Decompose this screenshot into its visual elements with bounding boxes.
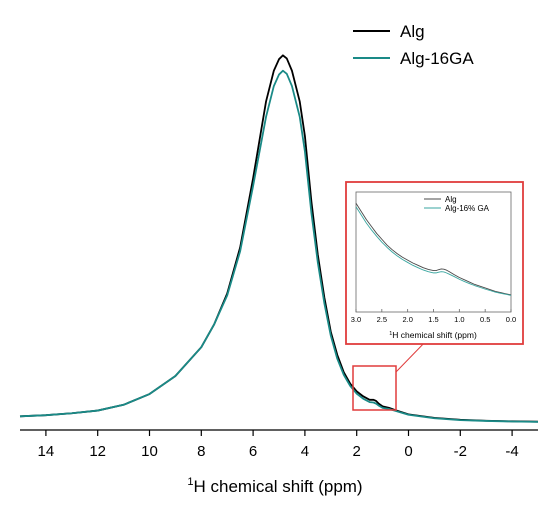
- main-x-tick-label: 4: [301, 443, 309, 460]
- main-x-tick-label: -2: [454, 443, 467, 460]
- main-x-tick-label: 6: [249, 443, 257, 460]
- inset-x-tick-label: 1.5: [428, 315, 438, 324]
- inset-x-tick-label: 3.0: [351, 315, 361, 324]
- inset-series-lines: [355, 203, 512, 296]
- legend-label-alg-16ga: Alg-16GA: [400, 49, 474, 68]
- inset-x-ticks: 3.0 2.5 2.0 1.5 1.0 0.5 0.0: [351, 309, 516, 324]
- zoom-region-box: [352, 365, 397, 411]
- main-x-tick-label: 10: [141, 443, 158, 460]
- main-legend: Alg Alg-16GA: [353, 22, 474, 68]
- inset-x-tick-label: 0.0: [506, 315, 516, 324]
- inset-x-tick-label: 2.0: [402, 315, 412, 324]
- inset-legend: Alg Alg-16% GA: [424, 195, 490, 213]
- legend-label-alg: Alg: [400, 22, 425, 41]
- main-x-tick-label: 0: [404, 443, 412, 460]
- main-x-axis-label-text: H chemical shift (ppm): [194, 477, 363, 496]
- inset-series-line-alg-16-ga: [355, 206, 512, 296]
- inset-legend-label-alg: Alg: [445, 195, 457, 204]
- inset-x-tick-label: 2.5: [377, 315, 387, 324]
- main-x-tick-label: 8: [197, 443, 205, 460]
- inset-plot: 3.0 2.5 2.0 1.5 1.0 0.5 0.0 1H chemical shift …: [345, 181, 524, 345]
- inset-x-axis-label-text: H chemical shift (ppm): [392, 330, 477, 340]
- main-x-tick-label: 12: [89, 443, 106, 460]
- main-x-tick-label: 2: [353, 443, 361, 460]
- main-x-axis-label: 1H chemical shift (ppm): [187, 476, 362, 496]
- inset-series-line-alg: [355, 203, 512, 296]
- inset-x-axis-label-superscript: 1: [389, 331, 392, 337]
- inset-x-tick-label: 0.5: [480, 315, 490, 324]
- inset-x-axis-label: 1H chemical shift (ppm): [389, 330, 477, 340]
- inset-legend-label-alg-16ga: Alg-16% GA: [445, 204, 490, 213]
- main-x-axis-label-superscript: 1: [187, 476, 193, 488]
- main-x-tick-label: 14: [38, 443, 55, 460]
- inset-x-tick-label: 1.0: [454, 315, 464, 324]
- main-x-tick-label: -4: [505, 443, 518, 460]
- main-x-ticks: 14 12 10 8 6 4 2 0 -2 -4: [38, 430, 519, 460]
- inset-border: [345, 181, 524, 345]
